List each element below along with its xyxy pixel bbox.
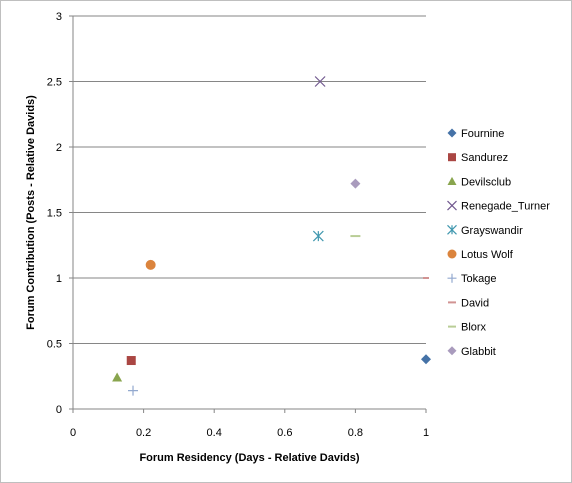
y-tick-label: 0.5 — [47, 339, 62, 351]
legend-marker-sandurez — [448, 153, 456, 162]
legend-marker-renegade-turner — [447, 200, 457, 211]
legend-label-renegade-turner: Renegade_Turner — [461, 201, 550, 213]
x-tick-label: 0.8 — [348, 427, 363, 439]
legend: Fournine Sandurez Devilsclub Renegade_Turne… — [447, 128, 550, 358]
x-tick-label: 0.6 — [277, 427, 292, 439]
legend-label-devilsclub: Devilsclub — [461, 176, 511, 188]
y-axis-title: Forum Contribution (Posts - Relative Dav… — [25, 95, 37, 330]
legend-item-david: David — [448, 297, 489, 309]
y-tick-label: 1 — [56, 273, 62, 285]
data-point-lotus-wolf — [145, 259, 156, 270]
legend-label-fournine: Fournine — [461, 128, 504, 140]
legend-label-glabbit: Glabbit — [461, 346, 496, 358]
y-tick-label: 2 — [56, 142, 62, 154]
y-tick-label: 0 — [56, 404, 62, 416]
legend-marker-glabbit — [447, 346, 457, 356]
x-tick-label: 0.2 — [136, 427, 151, 439]
legend-label-grayswandir: Grayswandir — [461, 225, 523, 237]
y-tick-label: 2.5 — [47, 77, 62, 89]
legend-item-grayswandir: Grayswandir — [447, 224, 523, 237]
data-point-devilsclub — [112, 372, 123, 382]
legend-label-sandurez: Sandurez — [461, 152, 508, 164]
x-tick-label: 1 — [423, 427, 429, 439]
data-point-fournine — [421, 354, 431, 365]
data-point-grayswandir — [312, 230, 324, 242]
legend-label-david: David — [461, 297, 489, 309]
legend-item-fournine: Fournine — [447, 128, 504, 140]
legend-label-blorx: Blorx — [461, 322, 487, 334]
y-tick-label: 3 — [56, 11, 62, 23]
legend-marker-tokage — [447, 273, 457, 283]
x-tick-label: 0 — [70, 427, 76, 439]
x-tick-label: 0.4 — [207, 427, 222, 439]
legend-marker-lotus-wolf — [447, 249, 457, 259]
y-axis-ticks: 0 0.5 1 1.5 2 2.5 3 — [47, 11, 73, 416]
legend-marker-devilsclub — [447, 176, 457, 185]
legend-marker-grayswandir — [447, 224, 457, 235]
x-axis-title: Forum Residency (Days - Relative Davids) — [139, 452, 359, 464]
gridlines — [73, 15, 426, 344]
data-point-glabbit — [350, 178, 361, 189]
x-axis-ticks: 0 0.2 0.4 0.6 0.8 1 — [70, 409, 429, 439]
y-tick-label: 1.5 — [47, 208, 62, 220]
legend-item-devilsclub: Devilsclub — [447, 176, 511, 188]
legend-item-sandurez: Sandurez — [448, 152, 508, 164]
data-point-sandurez — [126, 356, 136, 366]
legend-label-lotus-wolf: Lotus Wolf — [461, 249, 514, 261]
legend-item-glabbit: Glabbit — [447, 346, 496, 358]
legend-item-renegade-turner: Renegade_Turner — [447, 200, 550, 213]
legend-item-lotus-wolf: Lotus Wolf — [447, 249, 514, 261]
data-points — [112, 76, 431, 396]
legend-item-blorx: Blorx — [448, 322, 487, 334]
legend-marker-fournine — [447, 128, 457, 138]
data-point-renegade-turner — [314, 76, 326, 87]
legend-item-tokage: Tokage — [447, 273, 496, 285]
legend-label-tokage: Tokage — [461, 273, 496, 285]
data-point-tokage — [128, 385, 139, 396]
